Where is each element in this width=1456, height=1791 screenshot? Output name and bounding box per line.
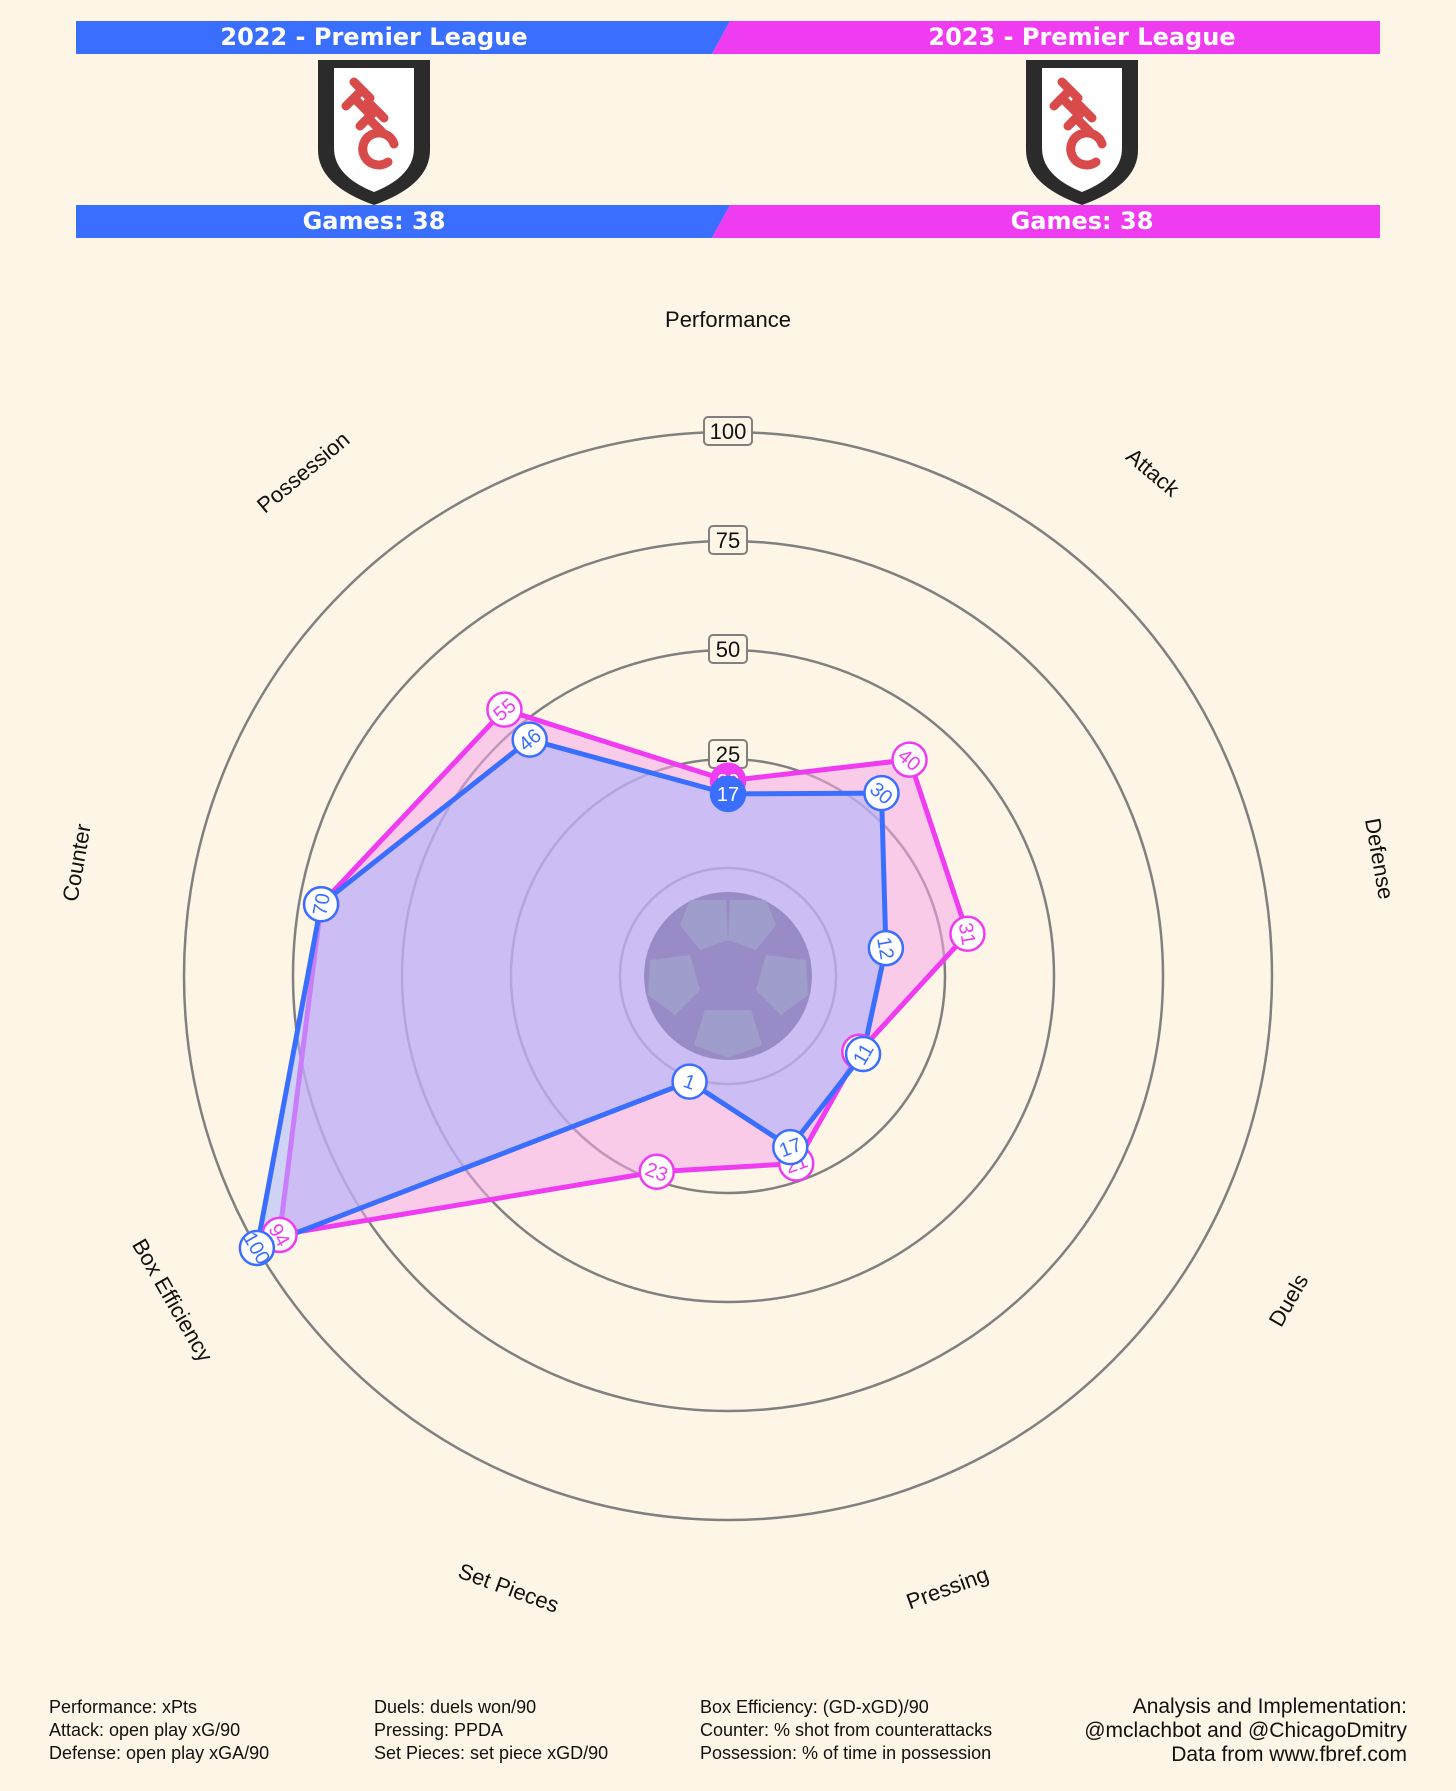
axis-label-possession: Possession: [252, 427, 354, 518]
header-right-title: 2023 - Premier League: [928, 23, 1235, 51]
axis-label-performance: Performance: [665, 307, 791, 332]
footnote-duels: Duels: duels won/90: [374, 1697, 536, 1717]
credit-line-2: @mclachbot and @ChicagoDmitry: [1084, 1719, 1407, 1742]
radial-ticks: 25 50 75 100: [703, 416, 753, 769]
team-crest-left: [318, 60, 430, 205]
team-crest-right: [1026, 60, 1138, 205]
axis-label-set-pieces: Set Pieces: [455, 1558, 562, 1617]
data-point-2022-defense: 12: [867, 929, 905, 967]
data-point-2023-defense: 31: [949, 915, 986, 953]
header-left-title: 2022 - Premier League: [220, 23, 527, 51]
data-point-2022-box-efficiency: 100: [238, 1229, 276, 1268]
header-left-games: Games: 38: [303, 207, 446, 235]
series-area-2022: [254, 737, 889, 1251]
footnote-attack: Attack: open play xG/90: [49, 1720, 240, 1740]
credit-line-3: Data from www.fbref.com: [1171, 1743, 1407, 1766]
footnote-performance: Performance: xPts: [49, 1697, 197, 1717]
axis-label-duels: Duels: [1264, 1270, 1314, 1331]
data-point-2023-attack: 40: [891, 741, 928, 778]
header: 2022 - Premier League 2023 - Premier Lea…: [76, 21, 1380, 238]
credit-line-1: Analysis and Implementation:: [1133, 1695, 1407, 1718]
footnote-pressing: Pressing: PPDA: [374, 1720, 503, 1740]
axis-label-counter: Counter: [58, 822, 96, 903]
axis-label-box-efficiency: Box Efficiency: [127, 1234, 218, 1366]
data-point-2022-attack: 30: [863, 774, 900, 812]
svg-text:70: 70: [309, 892, 335, 918]
footnote-set-pieces: Set Pieces: set piece xGD/90: [374, 1743, 608, 1763]
data-point-2022-counter: 70: [302, 885, 340, 923]
header-left-top-bar: [76, 21, 730, 54]
data-point-2022-set-pieces: 1: [671, 1063, 708, 1100]
data-point-2023-set-pieces: 23: [638, 1153, 676, 1190]
axis-label-pressing: Pressing: [903, 1562, 992, 1615]
axis-label-attack: Attack: [1121, 443, 1185, 502]
tick-50-label: 50: [716, 637, 740, 662]
header-right-bottom-bar: [712, 205, 1380, 238]
header-right-top-bar: [712, 21, 1380, 54]
svg-text:17: 17: [717, 784, 739, 806]
tick-100-label: 100: [710, 419, 747, 444]
footnote-possession: Possession: % of time in possession: [700, 1743, 991, 1763]
svg-text:31: 31: [954, 921, 980, 947]
axis-label-defense: Defense: [1360, 816, 1399, 901]
data-point-2022-duels: 11: [844, 1035, 882, 1073]
footnote-defense: Defense: open play xGA/90: [49, 1743, 269, 1763]
data-point-2023-possession: 55: [486, 691, 523, 728]
tick-75-label: 75: [716, 528, 740, 553]
footer: Performance: xPts Attack: open play xG/9…: [49, 1695, 1407, 1766]
tick-75-box: [708, 525, 748, 555]
header-right-games: Games: 38: [1011, 207, 1154, 235]
data-point-2022-performance: 17: [709, 775, 747, 813]
footnote-counter: Counter: % shot from counterattacks: [700, 1720, 992, 1740]
header-left-bottom-bar: [76, 205, 730, 238]
svg-text:12: 12: [872, 935, 898, 961]
radar-series: 204031102123947055173012111711007046: [238, 691, 986, 1268]
tick-100-box: [703, 416, 753, 446]
tick-50-box: [708, 634, 748, 664]
data-point-2022-possession: 46: [511, 721, 548, 758]
data-point-2022-pressing: 17: [772, 1128, 809, 1166]
footnote-box-efficiency: Box Efficiency: (GD-xGD)/90: [700, 1697, 929, 1717]
